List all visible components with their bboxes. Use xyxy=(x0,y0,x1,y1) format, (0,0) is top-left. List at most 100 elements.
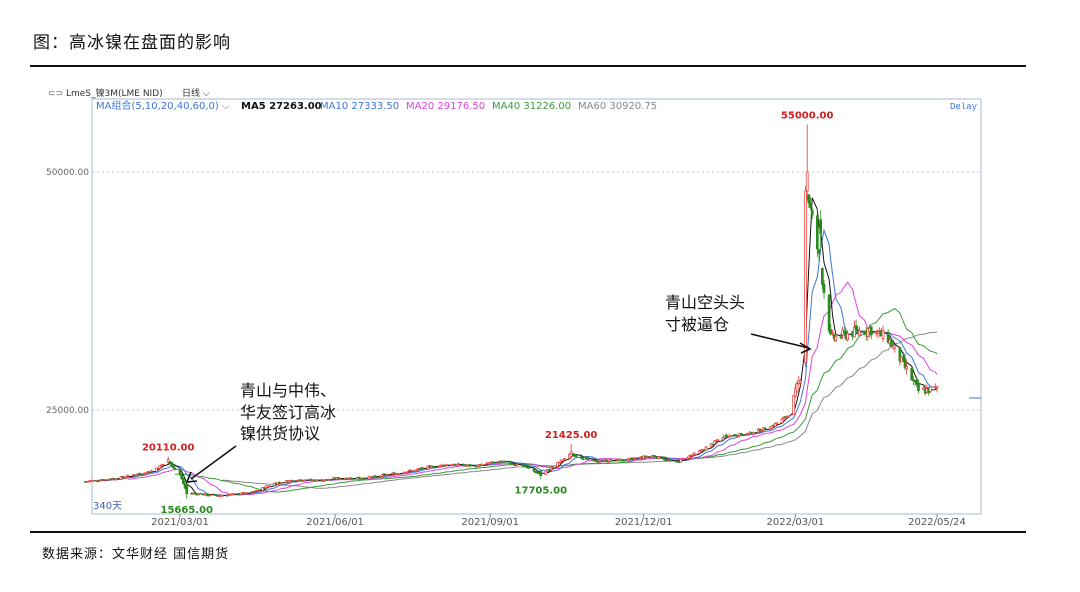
candle-body xyxy=(148,471,152,474)
candle-body xyxy=(697,450,701,454)
candle-body xyxy=(296,480,300,482)
candle-body xyxy=(721,437,725,441)
ma10-line xyxy=(104,228,938,496)
candle-body xyxy=(645,456,649,458)
candle-body xyxy=(509,461,512,465)
symbol-text: LmeS_镍3M(LME NID) xyxy=(66,87,163,99)
candle-body xyxy=(256,489,259,492)
candle-body xyxy=(397,473,401,475)
annotation-line: 青山与中伟、 xyxy=(240,381,336,400)
candle-body xyxy=(563,458,566,461)
arrowhead-icon xyxy=(799,342,812,354)
candle-body xyxy=(890,339,893,347)
candle-body xyxy=(822,283,826,294)
candle-body xyxy=(810,210,814,216)
candle-body xyxy=(912,379,915,382)
candle-body xyxy=(598,461,602,463)
candle-body xyxy=(728,434,731,438)
candle-body xyxy=(679,458,683,463)
candle-body xyxy=(669,459,672,462)
candle-body xyxy=(903,359,907,368)
candle-body xyxy=(751,432,755,435)
candle-body xyxy=(409,469,413,472)
candle-body xyxy=(121,475,125,478)
candle-body xyxy=(279,482,283,485)
annotation-line: 青山空头头 xyxy=(665,293,745,312)
candle-body xyxy=(261,486,264,491)
candle-body xyxy=(876,331,880,334)
candle-body xyxy=(794,388,797,397)
candle-body xyxy=(380,474,384,477)
candle-body xyxy=(846,333,849,341)
candle-body xyxy=(842,330,846,333)
candle-body xyxy=(928,386,932,392)
x-tick-label: 2021/09/01 xyxy=(461,517,519,528)
price-label: 55000.00 xyxy=(781,110,834,121)
candle-body xyxy=(893,345,897,349)
candle-body xyxy=(291,480,295,482)
candle-body xyxy=(799,380,802,384)
candle-body xyxy=(124,476,128,479)
candle-body xyxy=(724,434,728,438)
annotation-short-squeeze: 青山空头头 寸被逼仓 xyxy=(665,293,812,354)
candle-body xyxy=(504,460,507,463)
ma5-value: MA5 27263.00 xyxy=(241,101,322,112)
candle-body xyxy=(138,472,141,475)
candle-body xyxy=(197,493,200,496)
candle-body xyxy=(337,477,340,480)
candle-body xyxy=(780,418,784,424)
candle-body xyxy=(735,434,738,437)
candle-body xyxy=(166,459,170,463)
candle-body xyxy=(544,470,548,475)
x-tick-label: 2022/03/01 xyxy=(767,517,825,528)
candle-body xyxy=(386,474,389,476)
candle-body xyxy=(821,267,824,285)
period-dropdown[interactable]: 日线 ⌵ xyxy=(182,87,210,99)
candle-body xyxy=(819,219,823,235)
ma-group-dropdown[interactable]: MA组合(5,10,20,40,60,0) ⌵ xyxy=(96,99,230,112)
price-label: 20110.00 xyxy=(142,443,195,454)
x-tick-label: 2021/12/01 xyxy=(615,517,673,528)
candle-body xyxy=(406,471,409,473)
candle-body xyxy=(716,439,720,442)
candle-body xyxy=(915,379,919,385)
candle-body xyxy=(532,468,536,472)
candle-body xyxy=(787,415,790,418)
price-label: 15665.00 xyxy=(160,505,213,516)
candle-body xyxy=(662,456,666,461)
candle-body xyxy=(795,383,799,392)
candle-body xyxy=(556,462,560,467)
candle-body xyxy=(792,394,796,416)
candle-body xyxy=(586,457,590,460)
candle-body xyxy=(657,456,661,459)
candle-body xyxy=(547,469,551,472)
candle-body xyxy=(869,326,873,336)
candle-body xyxy=(404,472,408,474)
candle-body xyxy=(834,335,838,341)
candle-body xyxy=(633,457,637,460)
ma20-line xyxy=(127,281,938,496)
candle-body xyxy=(905,366,909,370)
candle-body xyxy=(239,493,243,496)
candle-body xyxy=(327,479,330,481)
candle-body xyxy=(144,472,148,475)
ma5-line xyxy=(92,197,938,497)
candle-body xyxy=(591,459,595,461)
ma20-value: MA20 29176.50 xyxy=(406,101,485,112)
candle-body xyxy=(182,478,185,485)
candle-body xyxy=(610,459,613,462)
candle-body xyxy=(232,493,236,495)
candle-body xyxy=(831,332,834,335)
candle-body xyxy=(760,430,764,432)
candle-body xyxy=(807,194,811,204)
candle-body xyxy=(881,330,885,339)
x-tick-label: 2022/05/24 xyxy=(908,517,966,528)
candle-body xyxy=(433,466,436,469)
candle-body xyxy=(627,458,630,462)
moving-average-lines xyxy=(92,197,938,497)
candle-body xyxy=(935,386,939,389)
candle-body xyxy=(205,493,209,496)
candle-body xyxy=(853,326,856,338)
candle-body xyxy=(551,466,554,469)
annotation-line: 华友签订高冰 xyxy=(240,403,336,422)
